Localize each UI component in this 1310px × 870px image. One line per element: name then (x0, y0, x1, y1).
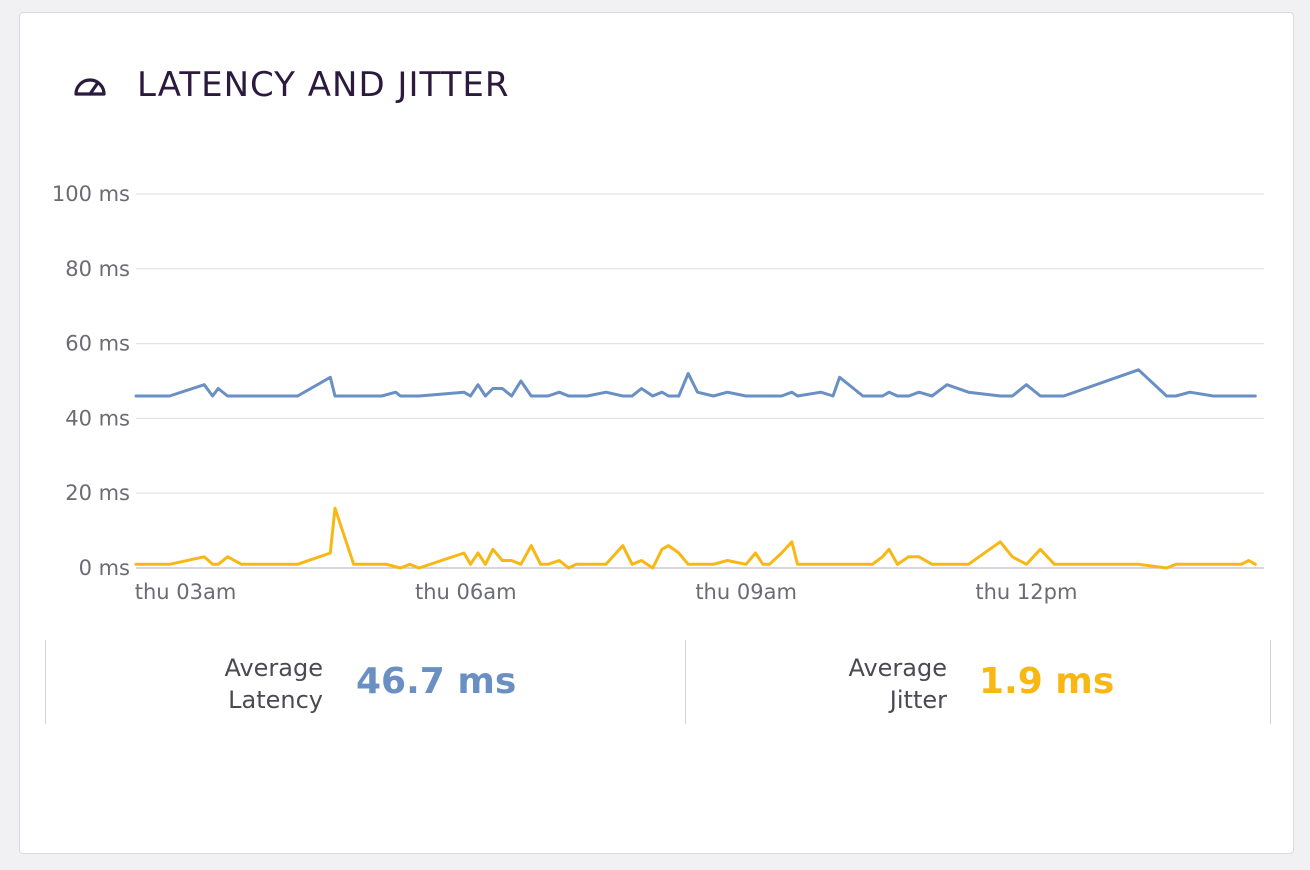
jitter-series-line (134, 506, 1257, 570)
x-tick-label: thu 03am (135, 580, 237, 604)
latency-jitter-card: LATENCY AND JITTER 100 ms 80 ms 60 ms 40 ms… (19, 12, 1294, 854)
y-tick-label: 20 ms (65, 481, 130, 505)
y-tick-label: 60 ms (65, 332, 130, 356)
average-latency-label-line2: Latency (228, 686, 323, 714)
series-lines (134, 368, 1257, 570)
card-header: LATENCY AND JITTER (72, 65, 510, 105)
average-jitter-label-line1: Average (848, 654, 947, 682)
grid-lines (136, 193, 1264, 569)
average-latency-label: Average Latency (224, 652, 323, 716)
stats-row: Average Latency 46.7 ms Average Jitter 1… (45, 640, 1271, 724)
average-latency-value: 46.7 ms (356, 661, 517, 702)
average-latency-label-line1: Average (224, 654, 323, 682)
x-axis-labels: thu 03am thu 06am thu 09am thu 12pm (135, 580, 1078, 604)
y-tick-label: 100 ms (52, 182, 130, 206)
y-tick-label: 80 ms (65, 257, 130, 281)
x-tick-label: thu 06am (415, 580, 517, 604)
average-jitter-stat: Average Jitter 1.9 ms (685, 640, 1271, 724)
average-jitter-label: Average Jitter (848, 652, 947, 716)
y-axis-labels: 100 ms 80 ms 60 ms 40 ms 20 ms 0 ms (52, 182, 130, 580)
average-jitter-value: 1.9 ms (979, 661, 1115, 702)
card-title: LATENCY AND JITTER (137, 65, 510, 105)
y-tick-label: 0 ms (79, 556, 130, 580)
average-latency-stat: Average Latency 46.7 ms (45, 640, 686, 724)
speedometer-icon (74, 78, 106, 96)
x-tick-label: thu 12pm (975, 580, 1077, 604)
latency-series-line (134, 368, 1257, 398)
x-tick-label: thu 09am (695, 580, 797, 604)
average-jitter-label-line2: Jitter (889, 686, 947, 714)
y-tick-label: 40 ms (65, 406, 130, 430)
